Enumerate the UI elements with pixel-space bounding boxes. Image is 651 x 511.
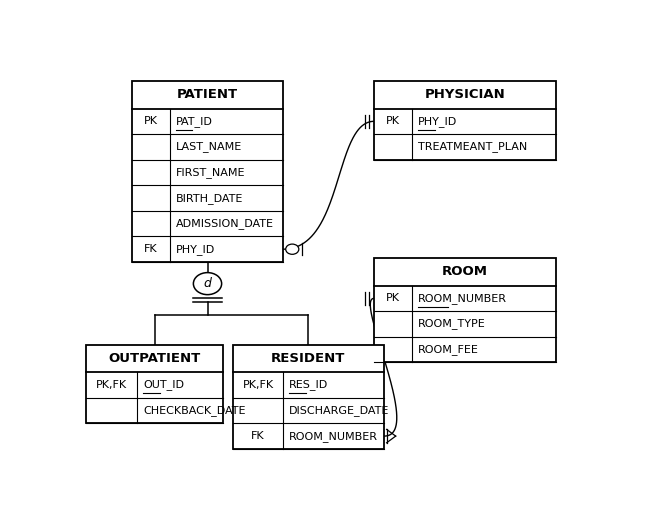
Text: CHECKBACK_DATE: CHECKBACK_DATE xyxy=(143,405,245,416)
Text: PHY_ID: PHY_ID xyxy=(176,244,215,254)
Text: PHY_ID: PHY_ID xyxy=(418,116,457,127)
Text: RES_ID: RES_ID xyxy=(289,380,329,390)
Text: BIRTH_DATE: BIRTH_DATE xyxy=(176,193,243,203)
Bar xyxy=(374,258,555,362)
Text: PATIENT: PATIENT xyxy=(177,88,238,101)
Text: d: d xyxy=(204,277,212,290)
Text: ROOM_NUMBER: ROOM_NUMBER xyxy=(289,431,378,442)
Text: ROOM_FEE: ROOM_FEE xyxy=(418,344,478,355)
Text: PK,FK: PK,FK xyxy=(242,380,273,390)
Text: PK: PK xyxy=(386,293,400,304)
Text: LAST_NAME: LAST_NAME xyxy=(176,142,242,152)
Text: DISCHARGE_DATE: DISCHARGE_DATE xyxy=(289,405,389,416)
Text: OUT_ID: OUT_ID xyxy=(143,380,184,390)
Text: PAT_ID: PAT_ID xyxy=(176,116,213,127)
Bar xyxy=(374,81,555,159)
Text: RESIDENT: RESIDENT xyxy=(271,352,346,365)
Bar xyxy=(233,344,384,449)
Text: FIRST_NAME: FIRST_NAME xyxy=(176,167,245,178)
Text: FK: FK xyxy=(251,431,265,441)
Text: PK: PK xyxy=(386,117,400,126)
Text: OUTPATIENT: OUTPATIENT xyxy=(109,352,201,365)
Text: TREATMEANT_PLAN: TREATMEANT_PLAN xyxy=(418,142,527,152)
Text: PHYSICIAN: PHYSICIAN xyxy=(424,88,505,101)
Text: ROOM: ROOM xyxy=(442,265,488,278)
Circle shape xyxy=(286,244,299,254)
Text: PK: PK xyxy=(144,117,158,126)
Text: PK,FK: PK,FK xyxy=(96,380,127,390)
Text: FK: FK xyxy=(144,244,158,254)
Text: ADMISSION_DATE: ADMISSION_DATE xyxy=(176,218,273,229)
Circle shape xyxy=(193,272,221,295)
Text: ROOM_TYPE: ROOM_TYPE xyxy=(418,318,486,330)
Text: ROOM_NUMBER: ROOM_NUMBER xyxy=(418,293,507,304)
Bar xyxy=(87,344,223,423)
Bar xyxy=(132,81,283,262)
